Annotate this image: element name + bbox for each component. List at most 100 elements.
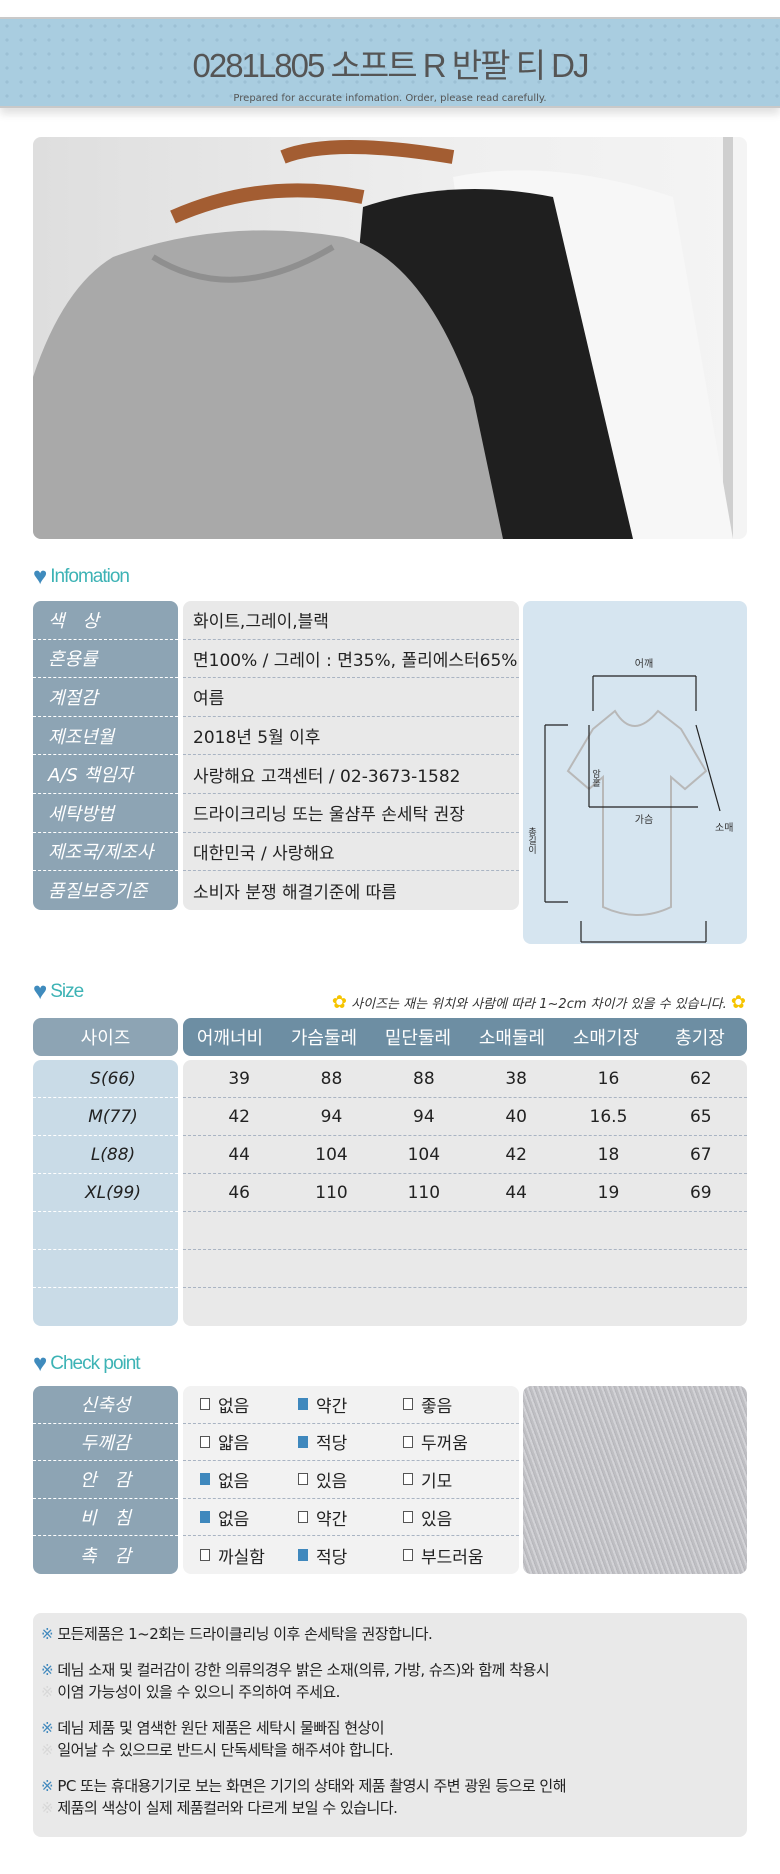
info-label: 제조년월 <box>48 726 115 748</box>
note-text: 일어날 수 있으므로 반드시 단독세탁을 해주셔야 합니다. <box>57 1741 394 1759</box>
check-option-label: 까실함 <box>218 1547 265 1568</box>
info-value: 사랑해요 고객센터 / 02-3673-1582 <box>193 766 461 787</box>
check-option: 기모 <box>403 1467 488 1492</box>
diagram-chest-label: 가슴 <box>635 814 653 826</box>
size-cell: 16.5 <box>589 1106 628 1127</box>
info-label: 혼용률 <box>48 649 98 671</box>
check-option: 두꺼움 <box>403 1429 488 1454</box>
size-cell: 88 <box>320 1068 343 1089</box>
heart-icon: ♥ <box>33 563 47 590</box>
checked-box-icon <box>200 1473 210 1486</box>
check-options: 없음 약간 좋음 얇음 적당 두꺼움 없음 있음 기모 없음 약간 있음 까실함 적당 부드러움 <box>183 1386 519 1574</box>
size-cell: 39 <box>228 1068 250 1089</box>
check-option-label: 두꺼움 <box>421 1434 468 1455</box>
check-option: 없음 <box>200 1467 285 1492</box>
note-text: 데님 소재 및 컬러감이 강한 의류의경우 밝은 소재(의류, 가방, 슈즈)와… <box>57 1661 550 1679</box>
checked-box-icon <box>298 1435 308 1448</box>
unchecked-box-icon <box>403 1549 413 1562</box>
reference-mark-icon: ※ <box>41 1777 54 1795</box>
note-text: 이염 가능성이 있을 수 있으니 주의하여 주세요. <box>57 1683 340 1701</box>
size-title-text: Size <box>50 981 84 1002</box>
reference-mark-icon: ※ <box>41 1661 54 1679</box>
table-row: 39 88 88 38 16 62 <box>183 1060 747 1098</box>
check-row: 얇음 적당 두꺼움 <box>183 1424 519 1462</box>
unchecked-box-icon <box>403 1473 413 1486</box>
unchecked-box-icon <box>200 1549 210 1562</box>
reference-mark-icon: ※ <box>41 1683 54 1701</box>
info-label: 색 상 <box>48 610 100 632</box>
note-text: PC 또는 휴대용기기로 보는 화면은 기기의 상태와 제품 촬영시 주변 광원… <box>57 1777 566 1795</box>
check-option: 좋음 <box>403 1392 488 1417</box>
size-cell: 94 <box>413 1106 435 1127</box>
check-title-text: Check point <box>50 1353 140 1374</box>
info-label: 품질보증기준 <box>48 881 148 903</box>
info-label: 세탁방법 <box>48 803 115 825</box>
size-cell: 46 <box>228 1182 250 1203</box>
check-option: 있음 <box>298 1467 383 1492</box>
check-option-label: 기모 <box>421 1471 453 1492</box>
size-label: L(88) <box>90 1144 136 1165</box>
empty-row <box>183 1288 747 1326</box>
note-line: ※ 일어날 수 있으므로 반드시 단독세탁을 해주셔야 합니다. <box>41 1739 739 1761</box>
unchecked-box-icon <box>403 1511 413 1524</box>
size-cell: 42 <box>228 1106 250 1127</box>
info-value: 2018년 5월 이후 <box>193 728 321 749</box>
check-label: 신축성 <box>80 1395 131 1417</box>
tshirt-diagram-icon: 어깨 암홀 가슴 소매 총길이 밑단 <box>526 658 733 943</box>
check-option: 없음 <box>200 1505 285 1530</box>
column-header: 소매기장 <box>572 1028 640 1049</box>
size-section-title: ♥ Size <box>33 980 84 1004</box>
info-label-column: 색 상 혼용률 계절감 제조년월 A/S 책임자 세탁방법 제조국/제조사 품질… <box>33 601 178 910</box>
check-option: 약간 <box>298 1392 383 1417</box>
size-cell: 19 <box>597 1182 620 1203</box>
check-option-label: 약간 <box>316 1509 348 1530</box>
note-line: ※ 모든제품은 1~2회는 드라이클리닝 이후 손세탁을 권장합니다. <box>41 1623 739 1645</box>
diagram-armhole-label: 암홀 <box>590 768 600 787</box>
heart-icon: ♥ <box>33 1350 47 1377</box>
info-label: A/S 책임자 <box>48 765 134 787</box>
diagram-shoulder-label: 어깨 <box>635 658 653 670</box>
product-subtitle: Prepared for accurate infomation. Order,… <box>233 93 547 104</box>
size-cell: 42 <box>505 1144 527 1165</box>
column-header: 밑단둘레 <box>384 1028 452 1049</box>
checked-box-icon <box>200 1511 210 1524</box>
column-header: 가슴둘레 <box>290 1028 358 1049</box>
unchecked-box-icon <box>200 1398 210 1411</box>
size-cell: 40 <box>505 1106 527 1127</box>
check-option-label: 좋음 <box>421 1396 453 1417</box>
check-option: 까실함 <box>200 1543 285 1568</box>
size-cell: 62 <box>689 1068 712 1089</box>
table-row: 44 104 104 42 18 67 <box>183 1136 747 1174</box>
check-option-label: 없음 <box>218 1396 250 1417</box>
flower-icon: ✿ <box>331 992 348 1013</box>
size-cell: 18 <box>597 1144 620 1165</box>
note-text: 모든제품은 1~2회는 드라이클리닝 이후 손세탁을 권장합니다. <box>57 1625 433 1643</box>
info-label: 계절감 <box>48 687 98 709</box>
size-corner-header: 사이즈 <box>33 1018 178 1056</box>
check-option-label: 있음 <box>316 1471 348 1492</box>
note-line: ※ 데님 제품 및 염색한 원단 제품은 세탁시 물빠짐 현상이 <box>41 1717 739 1739</box>
check-label: 촉 감 <box>79 1546 132 1568</box>
info-value: 대한민국 / 사랑해요 <box>193 843 335 864</box>
flower-icon: ✿ <box>730 992 746 1013</box>
size-cell: 104 <box>315 1144 348 1165</box>
column-header: 소매둘레 <box>478 1028 546 1049</box>
check-option-label: 얇음 <box>218 1434 250 1455</box>
check-option: 있음 <box>403 1505 488 1530</box>
note-line: ※ 데님 소재 및 컬러감이 강한 의류의경우 밝은 소재(의류, 가방, 슈즈… <box>41 1659 739 1681</box>
check-option-label: 없음 <box>218 1509 250 1530</box>
check-option: 없음 <box>200 1392 285 1417</box>
check-option-label: 약간 <box>316 1396 348 1417</box>
table-row: 42 94 94 40 16.5 65 <box>183 1098 747 1136</box>
check-option: 적당 <box>298 1543 383 1568</box>
check-option: 약간 <box>298 1505 383 1530</box>
unchecked-box-icon <box>200 1435 210 1448</box>
size-note-text: 사이즈는 재는 위치와 사람에 따라 1~2cm 차이가 있을 수 있습니다. <box>351 997 727 1012</box>
check-row: 없음 약간 좋음 <box>183 1386 519 1424</box>
empty-row <box>183 1250 747 1288</box>
size-cell: 110 <box>407 1182 441 1203</box>
check-option-label: 적당 <box>316 1547 348 1568</box>
size-cell: 88 <box>413 1068 435 1089</box>
check-option-label: 적당 <box>316 1434 348 1455</box>
unchecked-box-icon <box>403 1435 413 1448</box>
